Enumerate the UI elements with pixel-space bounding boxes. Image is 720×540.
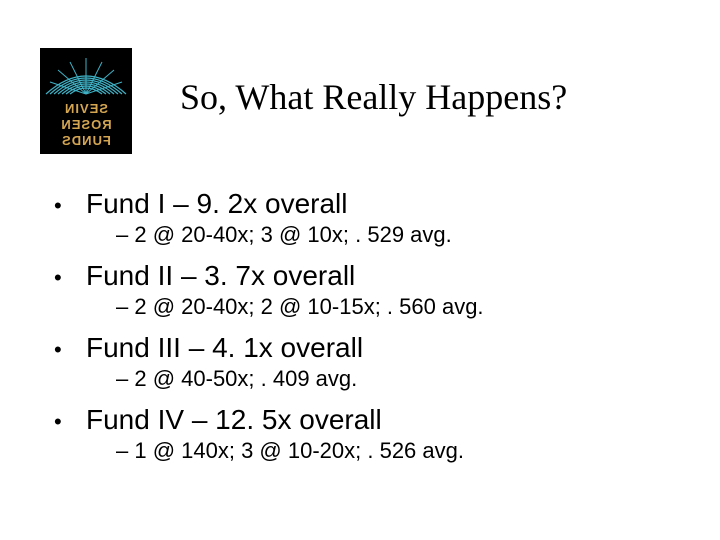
fund-main-line: • Fund IV – 12. 5x overall xyxy=(50,404,680,436)
fund-sub-text: – 2 @ 20-40x; 2 @ 10-15x; . 560 avg. xyxy=(50,294,680,320)
company-logo: SEVIN ROSEN FUNDS xyxy=(40,48,132,154)
fund-sub-text: – 2 @ 40-50x; . 409 avg. xyxy=(50,366,680,392)
logo-line-1: SEVIN xyxy=(64,101,108,117)
fund-main-text: Fund I – 9. 2x overall xyxy=(86,188,347,220)
bullet-icon: • xyxy=(50,337,86,363)
fund-item: • Fund IV – 12. 5x overall – 1 @ 140x; 3… xyxy=(50,404,680,464)
fund-item: • Fund I – 9. 2x overall – 2 @ 20-40x; 3… xyxy=(50,188,680,248)
logo-line-2: ROSEN xyxy=(60,117,111,133)
bullet-icon: • xyxy=(50,193,86,219)
bullet-icon: • xyxy=(50,409,86,435)
logo-text: SEVIN ROSEN FUNDS xyxy=(40,96,132,154)
logo-line-3: FUNDS xyxy=(61,133,111,149)
bullet-icon: • xyxy=(50,265,86,291)
slide-title: So, What Really Happens? xyxy=(180,76,567,118)
fund-main-line: • Fund I – 9. 2x overall xyxy=(50,188,680,220)
fund-sub-text: – 1 @ 140x; 3 @ 10-20x; . 526 avg. xyxy=(50,438,680,464)
logo-arc-graphic xyxy=(40,48,132,96)
slide-content: • Fund I – 9. 2x overall – 2 @ 20-40x; 3… xyxy=(50,188,680,476)
fund-main-text: Fund III – 4. 1x overall xyxy=(86,332,363,364)
fund-item: • Fund II – 3. 7x overall – 2 @ 20-40x; … xyxy=(50,260,680,320)
fund-main-text: Fund II – 3. 7x overall xyxy=(86,260,355,292)
fund-sub-text: – 2 @ 20-40x; 3 @ 10x; . 529 avg. xyxy=(50,222,680,248)
fund-main-line: • Fund II – 3. 7x overall xyxy=(50,260,680,292)
fund-main-text: Fund IV – 12. 5x overall xyxy=(86,404,382,436)
fund-item: • Fund III – 4. 1x overall – 2 @ 40-50x;… xyxy=(50,332,680,392)
fund-main-line: • Fund III – 4. 1x overall xyxy=(50,332,680,364)
